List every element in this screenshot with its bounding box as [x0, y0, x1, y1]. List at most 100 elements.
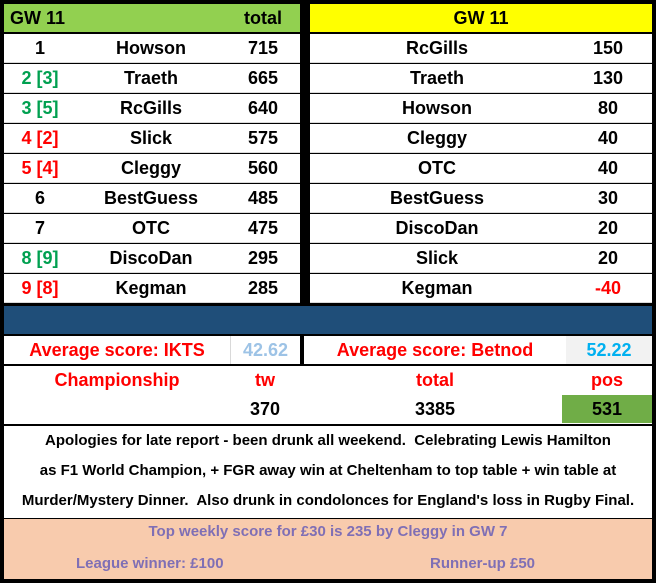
- left-row-total-text: 575: [247, 127, 279, 148]
- right-row-score-text: 40: [597, 127, 619, 148]
- left-row-total-text: 560: [247, 157, 279, 178]
- left-row-name: Kegman: [76, 274, 226, 303]
- championship-total-value: 3385: [414, 398, 456, 419]
- championship-pos-value: 531: [591, 398, 623, 419]
- report-line-1: Apologies for late report - been drunk a…: [45, 432, 611, 449]
- left-row-position-text: 4 [2]: [21, 127, 59, 148]
- right-row-score: 20: [564, 244, 652, 273]
- left-row-position: 4 [2]: [4, 124, 76, 153]
- left-row-position-text: 2 [3]: [21, 67, 59, 88]
- report-line-2: as F1 World Champion, + FGR away win at …: [39, 462, 617, 479]
- left-row-name-text: OTC: [132, 217, 170, 238]
- left-row-position-text: 8 [9]: [21, 247, 59, 268]
- championship-tw-value: 370: [249, 398, 281, 419]
- right-row-score: 80: [564, 94, 652, 123]
- championship-block: [4, 366, 652, 424]
- avg-betnod-label-cell: Average score: Betnod: [304, 336, 566, 364]
- right-row-name-text: DiscoDan: [395, 217, 479, 238]
- left-row-total-text: 640: [247, 97, 279, 118]
- left-row-position-text: 1: [34, 37, 45, 58]
- left-row-name: RcGills: [76, 94, 226, 123]
- avg-ikts-label: Average score: IKTS: [29, 339, 205, 360]
- divider-banner: [4, 306, 652, 334]
- left-row-total-text: 475: [247, 217, 279, 238]
- left-row-position-text: 3 [5]: [21, 97, 59, 118]
- prize-top-weekly: Top weekly score for £30 is 235 by Clegg…: [148, 523, 508, 540]
- left-header-gw-label: GW 11: [10, 7, 66, 28]
- left-row-total-text: 485: [247, 187, 279, 208]
- right-header: GW 11: [310, 4, 652, 32]
- right-row-score: 40: [564, 124, 652, 153]
- right-row-name-text: RcGills: [405, 37, 469, 58]
- avg-ikts-label-cell: Average score: IKTS: [4, 336, 230, 364]
- left-row-total: 285: [226, 274, 300, 303]
- left-row-name-text: Slick: [129, 127, 173, 148]
- right-row-score: 20: [564, 214, 652, 243]
- right-row-name-text: OTC: [418, 157, 456, 178]
- left-row-position: 3 [5]: [4, 94, 76, 123]
- avg-betnod-value: 52.22: [586, 339, 632, 360]
- left-row-position: 8 [9]: [4, 244, 76, 273]
- left-row-position: 9 [8]: [4, 274, 76, 303]
- report-block: Apologies for late report - been drunk a…: [4, 426, 652, 518]
- championship-label-cell: Championship: [4, 366, 230, 394]
- left-row-total: 485: [226, 184, 300, 213]
- left-row-position: 5 [4]: [4, 154, 76, 183]
- championship-pos-head-cell: pos: [562, 366, 652, 394]
- right-row-score: 30: [564, 184, 652, 213]
- left-header-spacer: [102, 4, 226, 32]
- left-row-name: Howson: [76, 34, 226, 63]
- left-row-name-text: RcGills: [119, 97, 183, 118]
- left-row-position: 7: [4, 214, 76, 243]
- left-row-total-text: 665: [247, 67, 279, 88]
- right-row-name-text: Cleggy: [406, 127, 467, 148]
- championship-total-head-cell: total: [380, 366, 490, 394]
- prize-league-winner: League winner: £100: [76, 555, 224, 572]
- right-row-name: DiscoDan: [310, 214, 564, 243]
- right-row-score-text: 40: [597, 157, 619, 178]
- left-row-total: 295: [226, 244, 300, 273]
- right-row-name-text: Traeth: [409, 67, 465, 88]
- right-row-score: 150: [564, 34, 652, 63]
- right-row-name: RcGills: [310, 34, 564, 63]
- left-row-total: 560: [226, 154, 300, 183]
- right-row-name: Slick: [310, 244, 564, 273]
- left-row-name-text: Howson: [116, 37, 186, 58]
- championship-pos-head: pos: [590, 369, 623, 390]
- championship-pos-value-cell: 531: [562, 395, 652, 423]
- left-row-name: DiscoDan: [76, 244, 226, 273]
- right-row-score-text: 150: [592, 37, 624, 58]
- left-row-position-text: 9 [8]: [21, 277, 59, 298]
- avg-ikts-value: 42.62: [242, 339, 289, 360]
- right-row-name-text: Slick: [415, 247, 459, 268]
- right-row-name-text: Kegman: [401, 277, 473, 298]
- left-row-position-text: 5 [4]: [21, 157, 59, 178]
- left-row-name-text: Kegman: [115, 277, 187, 298]
- right-row-score: 40: [564, 154, 652, 183]
- right-row-name: Howson: [310, 94, 564, 123]
- right-row-name: OTC: [310, 154, 564, 183]
- left-row-position: 6: [4, 184, 76, 213]
- right-row-score-text: 80: [597, 97, 619, 118]
- right-row-name: Kegman: [310, 274, 564, 303]
- right-row-score-text: 30: [597, 187, 619, 208]
- championship-label: Championship: [54, 369, 180, 390]
- right-header-gw-label: GW 11: [453, 7, 509, 28]
- championship-tw-value-cell: 370: [220, 395, 310, 423]
- right-row-score-text: 130: [592, 67, 624, 88]
- prizes-block: Top weekly score for £30 is 235 by Clegg…: [4, 519, 652, 579]
- prize-runner-up: Runner-up £50: [430, 555, 536, 572]
- left-row-name-text: Traeth: [123, 67, 179, 88]
- championship-total-head: total: [416, 369, 454, 390]
- left-row-position: 1: [4, 34, 76, 63]
- left-row-name: Slick: [76, 124, 226, 153]
- right-row-score: 130: [564, 64, 652, 93]
- championship-total-value-cell: 3385: [380, 395, 490, 423]
- left-row-total: 575: [226, 124, 300, 153]
- left-row-name: BestGuess: [76, 184, 226, 213]
- left-row-total-text: 285: [247, 277, 279, 298]
- left-row-total: 715: [226, 34, 300, 63]
- right-row-name: Cleggy: [310, 124, 564, 153]
- left-row-total: 475: [226, 214, 300, 243]
- left-row-name: Cleggy: [76, 154, 226, 183]
